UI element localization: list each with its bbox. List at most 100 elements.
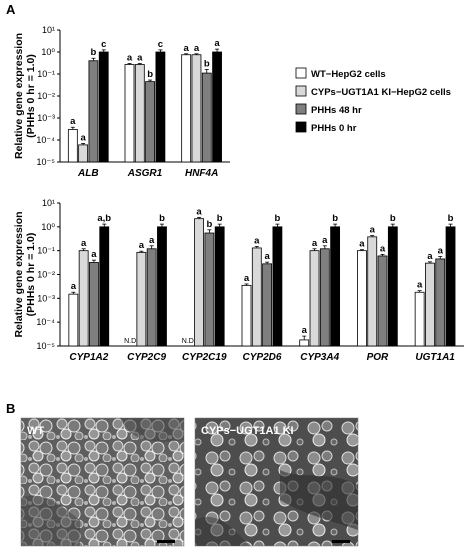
bar bbox=[330, 226, 341, 347]
significance-label: a bbox=[139, 240, 145, 251]
significance-label: a bbox=[80, 132, 86, 143]
y-tick-label: 10⁻² bbox=[37, 270, 55, 280]
category-label: POR bbox=[367, 352, 389, 363]
category-label: CYP3A4 bbox=[300, 352, 339, 363]
significance-label: a bbox=[427, 251, 433, 262]
significance-label: a bbox=[359, 239, 365, 250]
bar bbox=[99, 226, 110, 347]
category-label: HNF4A bbox=[185, 168, 218, 179]
nd-label: N.D. bbox=[182, 338, 196, 345]
panel-b-label: B bbox=[6, 401, 15, 416]
category-label: CYP2C9 bbox=[127, 352, 166, 363]
legend-swatch bbox=[295, 121, 307, 133]
bar bbox=[78, 144, 89, 163]
y-axis-label: Relative gene expression bbox=[13, 33, 25, 159]
y-tick-label: 10⁻⁴ bbox=[36, 317, 55, 327]
bar bbox=[272, 226, 283, 347]
significance-label: c bbox=[101, 39, 106, 50]
significance-label: a bbox=[194, 43, 200, 54]
bar bbox=[319, 248, 330, 347]
y-tick-label: 10⁰ bbox=[41, 222, 55, 232]
y-tick-label: 10⁻¹ bbox=[37, 246, 55, 256]
chart-bottom: 10⁻⁵ 10⁻⁴ 10⁻³ 10⁻² 10⁻¹ 10⁰ 10¹ Relative gene … bbox=[13, 198, 464, 363]
bar bbox=[212, 51, 222, 163]
significance-label: b bbox=[274, 213, 280, 224]
significance-label: b bbox=[217, 213, 223, 224]
legend-label: PHHs 0 hr bbox=[311, 123, 357, 134]
bar bbox=[425, 262, 435, 347]
significance-label: a bbox=[81, 238, 87, 249]
significance-label: a bbox=[196, 206, 202, 217]
category-label: ALB bbox=[77, 168, 99, 179]
significance-label: a bbox=[370, 225, 376, 236]
significance-label: b bbox=[332, 213, 338, 224]
bar bbox=[88, 60, 99, 163]
bar bbox=[136, 251, 147, 347]
category-label: CYP2D6 bbox=[243, 352, 282, 363]
significance-label: a bbox=[438, 245, 444, 256]
bar bbox=[377, 255, 388, 347]
chart-top: 10⁻⁵ 10⁻⁴ 10⁻³ 10⁻² 10⁻¹ 10⁰ 10¹ Relative gene … bbox=[13, 25, 230, 179]
bar bbox=[414, 291, 425, 347]
bar bbox=[155, 51, 166, 163]
bar bbox=[214, 226, 225, 347]
significance-label: b bbox=[206, 219, 212, 230]
significance-label: b bbox=[448, 213, 454, 224]
bar bbox=[387, 226, 398, 347]
y-axis-label: (PHHs 0 hr = 1.0) bbox=[25, 233, 37, 317]
bar bbox=[146, 248, 157, 347]
y-tick-label: 10¹ bbox=[42, 198, 55, 208]
bar bbox=[357, 250, 367, 347]
significance-label: a bbox=[71, 281, 77, 292]
bar bbox=[445, 226, 456, 347]
significance-label: a bbox=[137, 53, 143, 64]
legend-label: PHHs 48 hr bbox=[311, 105, 362, 116]
scale-bar bbox=[157, 540, 175, 543]
bar bbox=[134, 64, 145, 163]
significance-label: a,b bbox=[97, 213, 111, 224]
legend: WT−HepG2 cells CYPs−UGT1A1 KI−HepG2 cells… bbox=[295, 67, 451, 134]
significance-label: a bbox=[70, 116, 76, 127]
category-label: ASGR1 bbox=[127, 168, 163, 179]
bar bbox=[98, 51, 109, 163]
significance-label: a bbox=[264, 251, 270, 262]
nd-label: N.D. bbox=[124, 338, 138, 345]
significance-label: b bbox=[159, 213, 165, 224]
bar bbox=[181, 54, 192, 163]
y-tick-label: 10⁻⁴ bbox=[36, 135, 55, 145]
bar bbox=[251, 247, 262, 347]
y-tick-label: 10⁻³ bbox=[37, 113, 55, 123]
significance-label: a bbox=[127, 53, 133, 64]
bar bbox=[262, 263, 273, 347]
scale-bar bbox=[332, 540, 350, 543]
legend-label: CYPs−UGT1A1 KI−HepG2 cells bbox=[311, 87, 451, 98]
significance-label: c bbox=[158, 39, 163, 50]
micrograph-wt-label: WT bbox=[27, 425, 44, 437]
significance-label: b bbox=[204, 59, 210, 70]
significance-label: a bbox=[149, 235, 155, 246]
category-label: CYP1A2 bbox=[69, 352, 108, 363]
significance-label: a bbox=[417, 280, 423, 291]
category-label: CYP2C19 bbox=[182, 352, 227, 363]
bar bbox=[191, 54, 202, 163]
bar bbox=[145, 81, 156, 163]
bar bbox=[68, 293, 79, 347]
bar bbox=[89, 262, 99, 347]
bar bbox=[435, 258, 446, 347]
bar bbox=[367, 236, 378, 347]
bar bbox=[241, 284, 252, 347]
panel-a-label: A bbox=[6, 2, 16, 17]
micrograph-wt: WT bbox=[20, 417, 185, 547]
significance-label: b bbox=[147, 69, 153, 80]
micrograph-ki: CYPs−UGT1A1 KI bbox=[194, 417, 359, 547]
bar bbox=[204, 232, 215, 347]
y-tick-label: 10¹ bbox=[42, 25, 55, 35]
legend-swatch bbox=[295, 67, 307, 79]
significance-label: a bbox=[254, 235, 260, 246]
legend-swatch bbox=[295, 85, 307, 97]
significance-label: a bbox=[214, 38, 220, 49]
y-tick-label: 10⁻² bbox=[37, 91, 55, 101]
y-tick-label: 10⁰ bbox=[41, 47, 55, 57]
significance-label: a bbox=[302, 325, 308, 336]
